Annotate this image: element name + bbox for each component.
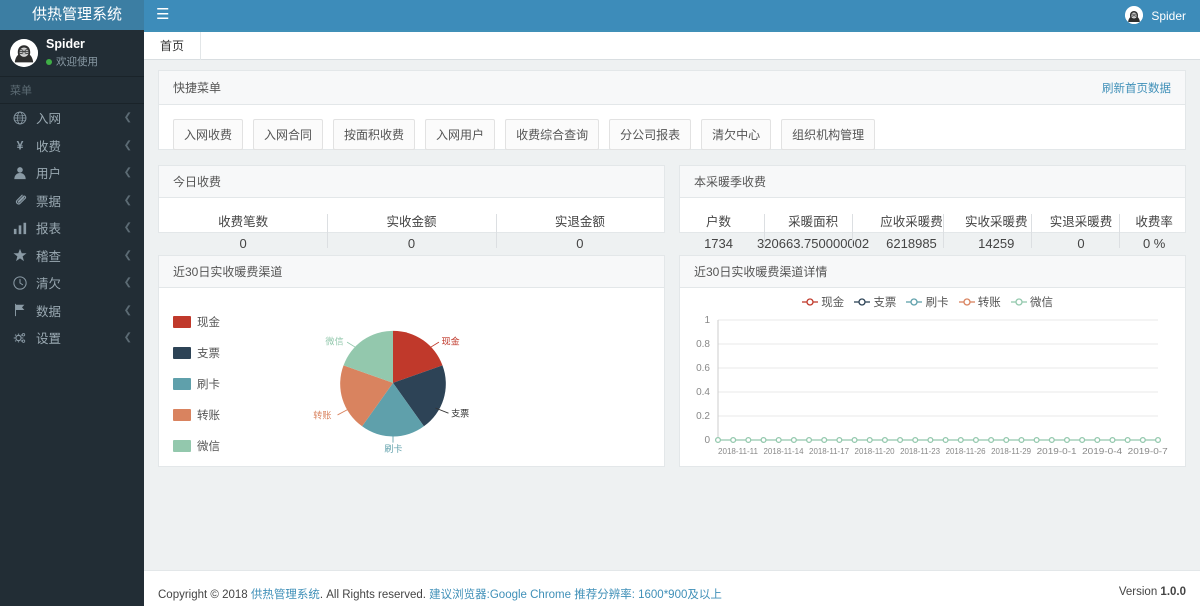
svg-text:2019-0-1: 2019-0-1 [1037,446,1077,456]
svg-text:2018-11-29: 2018-11-29 [991,446,1031,456]
svg-text:2018-11-26: 2018-11-26 [946,446,986,456]
svg-text:2018-11-17: 2018-11-17 [809,446,849,456]
svg-text:转账: 转账 [313,409,331,420]
svg-text:1: 1 [704,315,710,326]
svg-text:¥: ¥ [17,139,24,153]
svg-text:2019-0-7: 2019-0-7 [1128,446,1168,456]
svg-text:刷卡: 刷卡 [384,443,402,454]
svg-text:微信: 微信 [325,336,343,347]
svg-text:现金: 现金 [442,336,460,347]
svg-text:2018-11-20: 2018-11-20 [855,446,895,456]
svg-text:0.4: 0.4 [696,387,710,398]
svg-text:2018-11-14: 2018-11-14 [764,446,804,456]
svg-text:2019-0-4: 2019-0-4 [1082,446,1122,456]
svg-text:0.8: 0.8 [696,339,710,350]
svg-text:支票: 支票 [451,408,469,419]
svg-text:2018-11-11: 2018-11-11 [718,446,758,456]
svg-text:0.2: 0.2 [696,411,710,422]
svg-text:0.6: 0.6 [696,363,710,374]
svg-text:2018-11-23: 2018-11-23 [900,446,940,456]
svg-text:0: 0 [704,435,710,446]
